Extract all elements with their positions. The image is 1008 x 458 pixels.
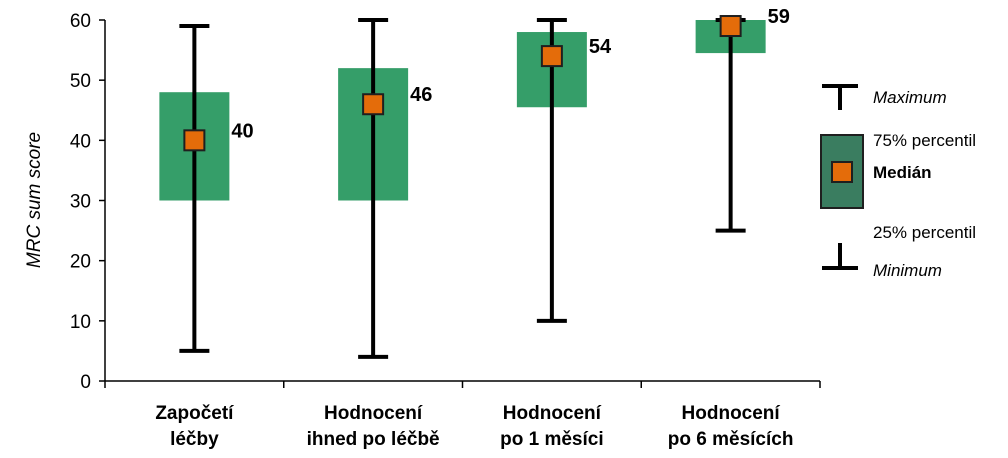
legend-median-marker — [831, 161, 853, 183]
category-label-4-line-2: po 6 měsících — [668, 429, 794, 450]
category-label-3-line-1: Hodnocení — [503, 403, 602, 424]
y-tick-label-20: 20 — [70, 252, 91, 273]
legend-q3-label: 75% percentil — [873, 131, 976, 150]
y-tick-label-40: 40 — [70, 131, 91, 152]
median-value-label-1: 40 — [231, 120, 253, 142]
y-tick-label-30: 30 — [70, 192, 91, 213]
median-marker-1 — [183, 129, 206, 152]
legend-median-label: Medián — [873, 163, 932, 182]
median-marker-2 — [362, 93, 385, 116]
median-value-label-2: 46 — [410, 84, 432, 106]
category-label-2-line-2: ihned po léčbě — [307, 429, 440, 450]
category-label-3-line-2: po 1 měsíci — [500, 429, 604, 450]
category-label-1-line-1: Započetí — [155, 403, 234, 424]
y-tick-label-10: 10 — [70, 312, 91, 333]
legend-maximum-label: Maximum — [873, 88, 947, 107]
y-tick-label-60: 60 — [70, 11, 91, 32]
category-label-4-line-1: Hodnocení — [682, 403, 781, 424]
legend-minimum-label: Minimum — [873, 261, 942, 280]
category-label-1-line-2: léčby — [170, 429, 219, 450]
legend-q1-label: 25% percentil — [873, 223, 976, 242]
legend: Maximum 75% percentil Medián 25% percent… — [820, 84, 976, 280]
median-marker-4 — [719, 15, 742, 38]
y-axis-title: MRC sum score — [24, 132, 45, 268]
median-marker-3 — [540, 45, 563, 68]
legend-box — [820, 134, 864, 209]
median-value-label-4: 59 — [768, 6, 790, 28]
median-value-label-3: 54 — [589, 36, 612, 58]
plot-area: 0 10 20 30 40 50 60 40 Započetí léčby 46 Hodnocení i… — [70, 6, 821, 450]
y-tick-label-0: 0 — [80, 372, 91, 393]
category-label-2-line-1: Hodnocení — [324, 403, 423, 424]
y-tick-label-50: 50 — [70, 71, 91, 92]
